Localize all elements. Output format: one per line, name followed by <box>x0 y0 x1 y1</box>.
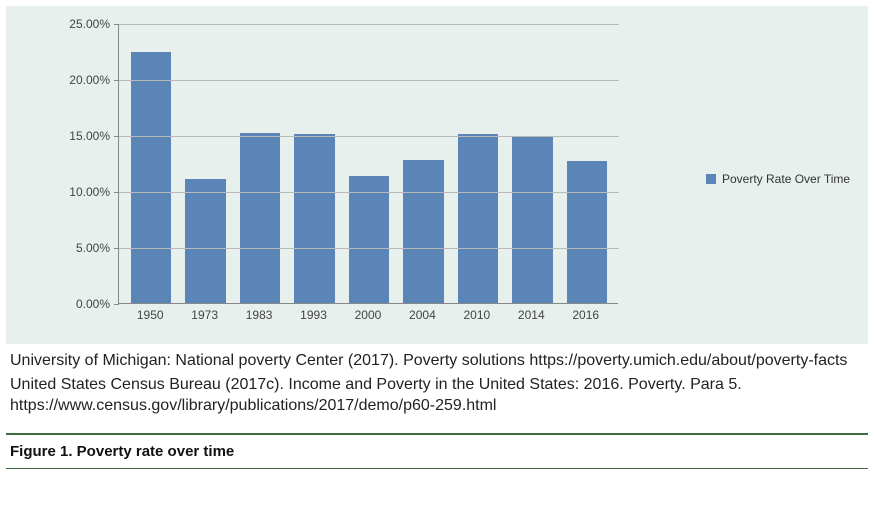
x-axis-label: 1983 <box>239 308 279 322</box>
y-tick <box>114 248 119 249</box>
y-axis-label: 20.00% <box>69 73 110 87</box>
bar <box>458 134 498 303</box>
x-axis-label: 2004 <box>402 308 442 322</box>
y-tick <box>114 192 119 193</box>
legend: Poverty Rate Over Time <box>706 172 850 186</box>
x-axis-label: 1950 <box>130 308 170 322</box>
chart-row: 0.00%5.00%10.00%15.00%20.00%25.00% 19501… <box>18 24 856 334</box>
plot-wrap: 0.00%5.00%10.00%15.00%20.00%25.00% 19501… <box>118 24 678 334</box>
figure-caption: Figure 1. Poverty rate over time <box>6 441 868 462</box>
y-tick <box>114 80 119 81</box>
x-axis-labels: 1950 1973 1983 1993 2000 2004 2010 2014 2016 <box>118 308 618 322</box>
gridline <box>119 192 619 193</box>
figure-container: 0.00%5.00%10.00%15.00%20.00%25.00% 19501… <box>0 0 874 475</box>
citation-line-2: United States Census Bureau (2017c). Inc… <box>10 374 864 417</box>
y-axis-label: 10.00% <box>69 185 110 199</box>
divider-bottom <box>6 468 868 469</box>
y-axis-label: 0.00% <box>76 297 110 311</box>
gridline <box>119 80 619 81</box>
bars-group <box>119 23 619 303</box>
chart-panel: 0.00%5.00%10.00%15.00%20.00%25.00% 19501… <box>6 6 868 344</box>
y-tick <box>114 304 119 305</box>
bar <box>403 160 443 303</box>
legend-swatch-icon <box>706 174 716 184</box>
x-axis-label: 2016 <box>566 308 606 322</box>
gridline <box>119 136 619 137</box>
citations: University of Michigan: National poverty… <box>6 344 868 423</box>
bar <box>349 176 389 303</box>
gridline <box>119 248 619 249</box>
bar <box>240 133 280 303</box>
x-axis-label: 1973 <box>184 308 224 322</box>
y-tick <box>114 24 119 25</box>
y-axis-label: 25.00% <box>69 17 110 31</box>
bar <box>185 179 225 303</box>
y-tick <box>114 136 119 137</box>
bar <box>567 161 607 303</box>
x-axis-label: 2000 <box>348 308 388 322</box>
y-axis-label: 5.00% <box>76 241 110 255</box>
legend-label: Poverty Rate Over Time <box>722 172 850 186</box>
bar <box>294 134 334 303</box>
x-axis-label: 2014 <box>511 308 551 322</box>
citation-line-1: University of Michigan: National poverty… <box>10 350 864 372</box>
bar <box>131 52 171 303</box>
bar <box>512 137 552 303</box>
x-axis-label: 1993 <box>293 308 333 322</box>
gridline <box>119 24 619 25</box>
plot-area <box>118 24 618 304</box>
divider-top <box>6 433 868 435</box>
y-axis-label: 15.00% <box>69 129 110 143</box>
x-axis-label: 2010 <box>457 308 497 322</box>
y-axis-labels: 0.00%5.00%10.00%15.00%20.00%25.00% <box>56 24 114 304</box>
